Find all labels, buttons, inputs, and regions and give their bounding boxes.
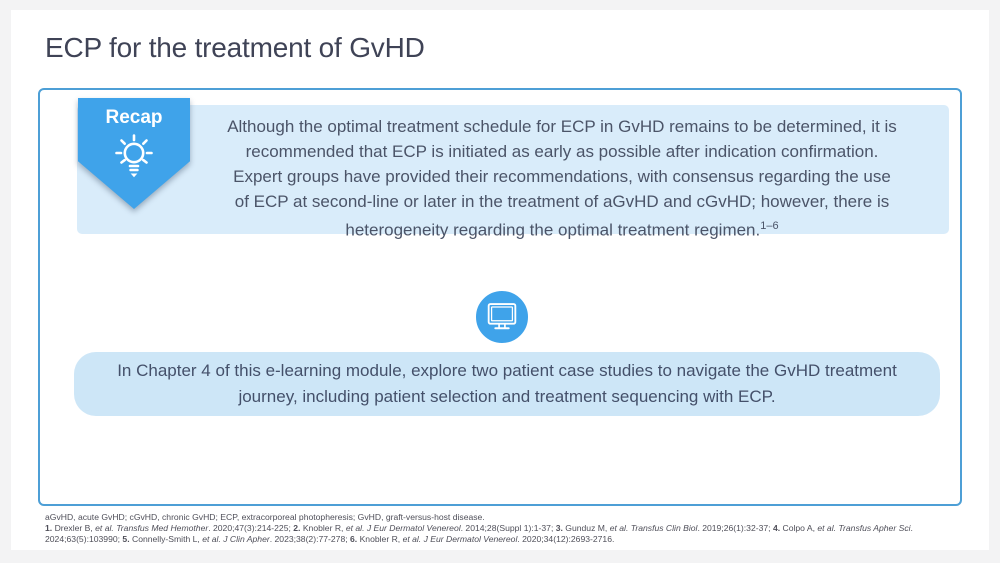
recap-line: of ECP at second-line or later in the tr… bbox=[234, 192, 890, 211]
page-title: ECP for the treatment of GvHD bbox=[45, 32, 425, 63]
footer-abbreviations: aGvHD, acute GvHD; cGvHD, chronic GvHD; … bbox=[45, 512, 485, 522]
lightbulb-icon bbox=[107, 131, 161, 192]
monitor-icon bbox=[473, 288, 531, 346]
recap-line: heterogeneity regarding the optimal trea… bbox=[182, 214, 942, 243]
recap-line: Although the optimal treatment schedule … bbox=[227, 117, 897, 136]
recap-badge-label: Recap bbox=[105, 107, 163, 128]
footer-references-line1: 1. Drexler B, et al. Transfus Med Hemoth… bbox=[45, 523, 913, 533]
slide: ECP for the treatment of GvHD Recap bbox=[11, 10, 989, 550]
footer: aGvHD, acute GvHD; cGvHD, chronic GvHD; … bbox=[45, 512, 975, 545]
recap-panel bbox=[77, 105, 949, 234]
content-box: Recap bbox=[38, 88, 962, 506]
footer-references-line2: 2024;63(5):103990; 5. Connelly-Smith L, … bbox=[45, 534, 615, 544]
recap-badge-shape: Recap bbox=[78, 98, 190, 209]
recap-line: recommended that ECP is initiated as ear… bbox=[245, 142, 879, 161]
recap-line-text: heterogeneity regarding the optimal trea… bbox=[345, 220, 761, 240]
citation-superscript: 1–6 bbox=[760, 220, 779, 232]
recap-line: Expert groups have provided their recomm… bbox=[233, 167, 891, 186]
callout-line: In Chapter 4 of this e-learning module, … bbox=[117, 361, 897, 380]
callout-line: journey, including patient selection and… bbox=[238, 387, 776, 406]
recap-text: Although the optimal treatment schedule … bbox=[182, 114, 942, 243]
chapter-callout-panel: In Chapter 4 of this e-learning module, … bbox=[74, 352, 940, 416]
recap-badge: Recap bbox=[78, 98, 190, 209]
